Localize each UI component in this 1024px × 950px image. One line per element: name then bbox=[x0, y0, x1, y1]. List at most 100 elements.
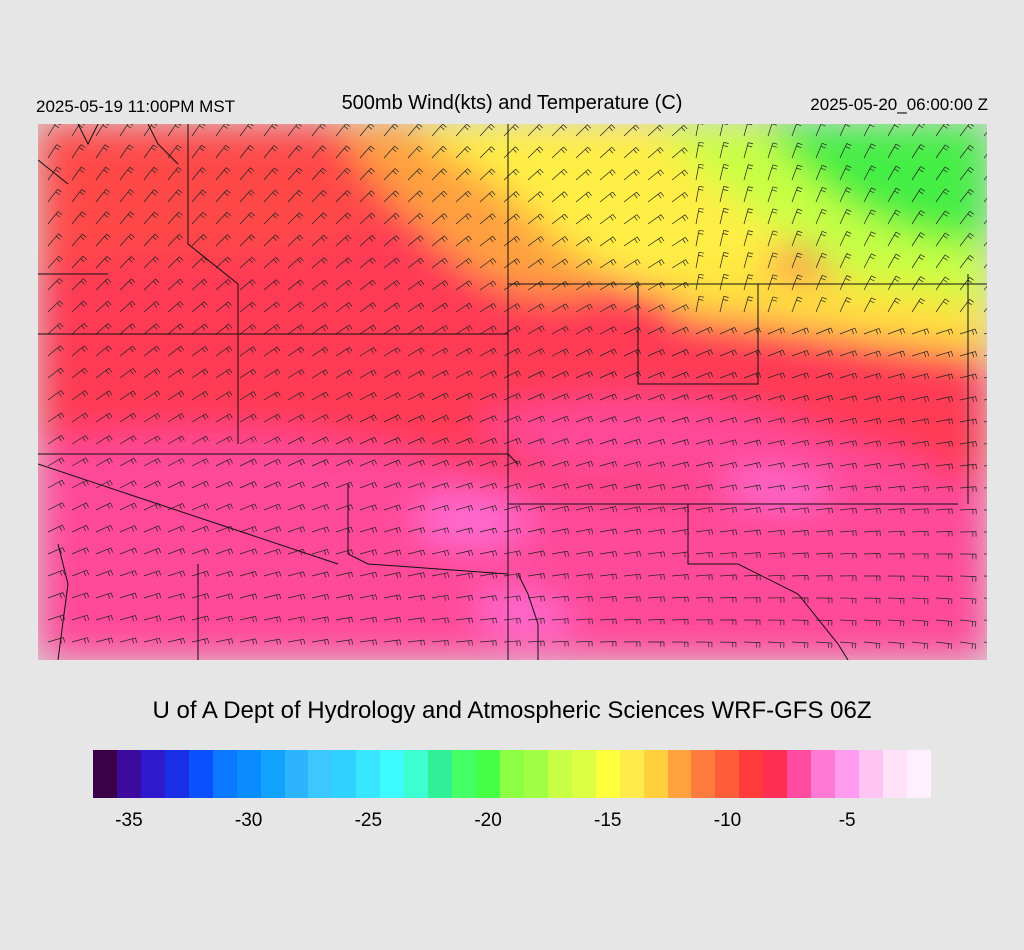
wind-barb bbox=[887, 395, 906, 402]
wind-barb bbox=[407, 572, 426, 579]
wind-barb bbox=[479, 325, 497, 335]
wind-barb bbox=[287, 346, 305, 357]
wind-barb bbox=[791, 350, 810, 357]
wind-barb bbox=[287, 616, 306, 623]
wind-barb bbox=[935, 188, 950, 203]
wind-barb bbox=[839, 530, 857, 537]
wind-barb bbox=[551, 124, 568, 137]
wind-barb bbox=[71, 569, 90, 577]
wind-barb bbox=[455, 527, 474, 534]
wind-barb bbox=[647, 169, 664, 181]
wind-barb bbox=[479, 280, 497, 291]
wind-barb bbox=[311, 436, 329, 445]
wind-barb bbox=[239, 167, 255, 181]
wind-barb bbox=[839, 597, 857, 604]
wind-barb bbox=[551, 303, 569, 313]
wind-barb bbox=[503, 415, 522, 423]
wind-barb bbox=[551, 460, 570, 468]
wind-barb bbox=[599, 236, 617, 247]
state-borders bbox=[38, 124, 987, 660]
wind-barb bbox=[623, 214, 641, 225]
wind-barb bbox=[887, 124, 901, 137]
wind-barb bbox=[191, 189, 207, 203]
wind-barb bbox=[935, 298, 950, 313]
wind-barb bbox=[383, 235, 400, 247]
wind-barb bbox=[551, 370, 569, 379]
wind-barb bbox=[959, 124, 974, 137]
wind-barb bbox=[575, 169, 592, 181]
wind-barb bbox=[263, 324, 281, 335]
wind-barb bbox=[911, 373, 930, 380]
wind-barb bbox=[695, 251, 704, 269]
wind-barb bbox=[719, 461, 738, 469]
wind-barb bbox=[815, 597, 833, 604]
wind-barb bbox=[95, 615, 114, 622]
colorbar-labels: -35 -30 -25 -20 -15 -10 -5 bbox=[0, 810, 1024, 840]
wind-barb bbox=[47, 345, 64, 357]
wind-barb bbox=[647, 619, 665, 625]
wind-barb bbox=[527, 460, 546, 467]
wind-barb bbox=[551, 393, 570, 401]
wind-barb bbox=[167, 525, 186, 533]
wind-barb bbox=[383, 527, 402, 534]
wind-barb bbox=[143, 525, 161, 533]
wind-barb bbox=[863, 187, 876, 203]
wind-barb bbox=[647, 641, 665, 647]
wind-barb bbox=[407, 437, 426, 445]
wind-barb bbox=[455, 572, 474, 579]
wind-barb bbox=[551, 169, 568, 181]
wind-barb bbox=[287, 234, 304, 247]
colorbar-swatch bbox=[835, 750, 859, 798]
wind-barb bbox=[383, 280, 401, 291]
wind-barb bbox=[335, 302, 353, 313]
wind-barb bbox=[431, 258, 448, 269]
wind-barb bbox=[191, 593, 210, 600]
wind-barb bbox=[239, 346, 257, 357]
wind-barb bbox=[407, 459, 426, 467]
wind-barb bbox=[119, 413, 137, 423]
wind-barb bbox=[887, 553, 905, 559]
wind-barb bbox=[455, 124, 471, 137]
wind-barb bbox=[887, 297, 901, 313]
wind-barb bbox=[119, 435, 137, 445]
wind-barb bbox=[167, 368, 185, 379]
wind-barb bbox=[959, 508, 977, 515]
wind-barb bbox=[551, 618, 569, 624]
wind-barb bbox=[239, 212, 255, 225]
wind-barb bbox=[839, 327, 858, 335]
colorbar-swatch bbox=[763, 750, 788, 798]
wind-barb bbox=[287, 124, 303, 137]
wind-barb bbox=[167, 435, 185, 445]
wind-barb bbox=[335, 436, 353, 445]
wind-barb bbox=[839, 575, 857, 581]
wind-barb bbox=[911, 188, 925, 203]
wind-barb bbox=[167, 256, 184, 269]
wind-barb bbox=[479, 572, 497, 579]
wind-barb bbox=[47, 569, 66, 577]
wind-barb bbox=[911, 298, 925, 313]
wind-barb bbox=[407, 504, 426, 512]
wind-barb bbox=[359, 594, 378, 601]
wind-barb bbox=[743, 142, 754, 159]
wind-barb bbox=[887, 530, 905, 537]
wind-barb bbox=[71, 211, 87, 225]
wind-barb bbox=[551, 640, 569, 647]
wind-barb bbox=[431, 190, 448, 203]
wind-barb bbox=[383, 257, 400, 269]
wind-barb bbox=[647, 596, 665, 603]
wind-barb bbox=[311, 190, 327, 203]
wind-barb bbox=[359, 459, 377, 467]
wind-barb bbox=[287, 301, 305, 313]
wind-barb bbox=[791, 372, 810, 379]
wind-barb bbox=[551, 550, 569, 557]
wind-barb bbox=[983, 285, 987, 291]
colorbar-swatch bbox=[715, 750, 740, 798]
wind-barb bbox=[863, 328, 882, 335]
wind-barb bbox=[671, 574, 689, 580]
wind-barb bbox=[479, 124, 495, 137]
wind-barb bbox=[839, 275, 852, 291]
wind-barb bbox=[191, 279, 208, 291]
wind-barb bbox=[815, 575, 833, 581]
wind-barb bbox=[719, 371, 738, 379]
wind-barb bbox=[215, 189, 231, 203]
